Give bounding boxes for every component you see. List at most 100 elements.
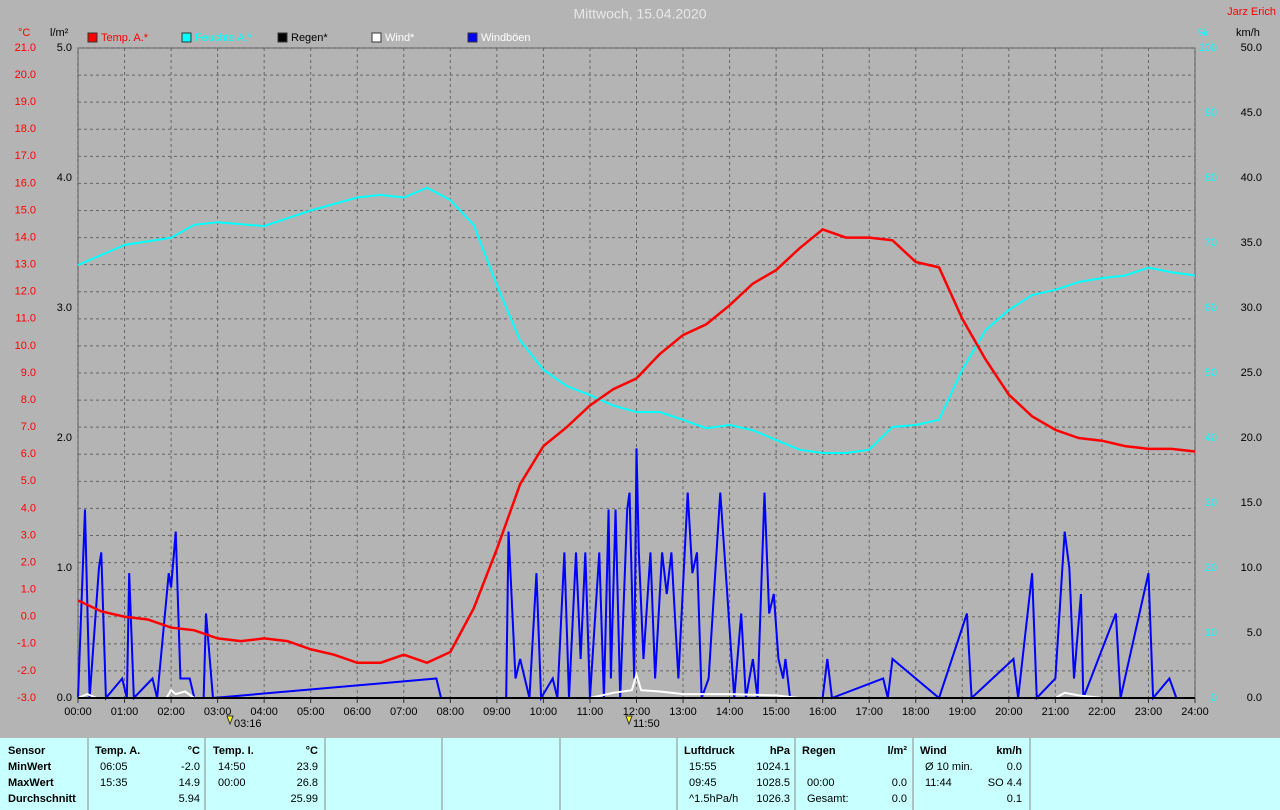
- row-label: Sensor: [8, 745, 46, 757]
- cell-value: 23.9: [297, 761, 318, 773]
- y-tick-label: 17.0: [15, 150, 36, 162]
- y-tick-label: 50: [1205, 367, 1217, 379]
- y-tick-label: 13.0: [15, 259, 36, 271]
- y-tick-label: 16.0: [15, 177, 36, 189]
- x-tick-label: 08:00: [437, 706, 465, 718]
- y-tick-label: 5.0: [1247, 627, 1262, 639]
- y-tick-label: 0.0: [57, 692, 72, 704]
- y-tick-label: 3.0: [57, 302, 72, 314]
- y-tick-label: 8.0: [21, 394, 36, 406]
- x-tick-label: 05:00: [297, 706, 325, 718]
- y-tick-label: 3.0: [21, 529, 36, 541]
- col-unit: l/m²: [887, 745, 907, 757]
- x-tick-label: 04:00: [250, 706, 278, 718]
- y-tick-label: 30: [1205, 497, 1217, 509]
- x-tick-label: 19:00: [949, 706, 977, 718]
- legend-label: Windböen: [481, 32, 531, 44]
- cell-time: 00:00: [807, 777, 835, 789]
- x-tick-label: 14:00: [716, 706, 744, 718]
- x-tick-label: 16:00: [809, 706, 837, 718]
- col-header: Temp. I.: [213, 745, 254, 757]
- y-tick-label: 10.0: [15, 340, 36, 352]
- y-tick-label: 5.0: [21, 475, 36, 487]
- y-tick-label: 0.0: [1247, 692, 1262, 704]
- x-tick-label: 11:00: [577, 706, 604, 718]
- y-tick-label: 80: [1205, 172, 1217, 184]
- axis-unit: km/h: [1236, 27, 1260, 39]
- x-tick-label: 20:00: [995, 706, 1023, 718]
- y-tick-label: 30.0: [1241, 302, 1262, 314]
- cell-time: 11:44: [925, 777, 952, 789]
- axis-unit: %: [1198, 27, 1208, 39]
- cell-value: 0.0: [1007, 761, 1022, 773]
- x-tick-label: 18:00: [902, 706, 930, 718]
- y-tick-label: 2.0: [21, 556, 36, 568]
- y-tick-label: 9.0: [21, 367, 36, 379]
- y-tick-label: -1.0: [17, 638, 36, 650]
- legend-swatch: [87, 32, 98, 43]
- legend-label: Wind*: [385, 32, 415, 44]
- x-tick-label: 06:00: [343, 706, 371, 718]
- y-tick-label: 40.0: [1241, 172, 1262, 184]
- legend-swatch: [277, 32, 288, 43]
- cell-value: 1028.5: [756, 777, 790, 789]
- table-bg: [0, 738, 1280, 810]
- y-tick-label: 6.0: [21, 448, 36, 460]
- y-tick-label: 90: [1205, 107, 1217, 119]
- annotation: 11:50: [633, 718, 660, 730]
- row-label: Durchschnitt: [8, 793, 76, 805]
- col-unit: km/h: [996, 745, 1022, 757]
- col-header: Wind: [920, 745, 947, 757]
- legend-swatch: [467, 32, 478, 43]
- y-tick-label: 19.0: [15, 96, 36, 108]
- cell-value: 25.99: [290, 793, 318, 805]
- y-tick-label: 25.0: [1241, 367, 1262, 379]
- x-tick-label: 10:00: [530, 706, 558, 718]
- y-tick-label: 60: [1205, 302, 1217, 314]
- legend-label: Temp. A.*: [101, 32, 149, 44]
- cell-value: 1026.3: [756, 793, 790, 805]
- cell-value: 1024.1: [756, 761, 790, 773]
- y-tick-label: -2.0: [17, 665, 36, 677]
- y-tick-label: 18.0: [15, 123, 36, 135]
- chart-title: Mittwoch, 15.04.2020: [573, 6, 706, 22]
- y-tick-label: 15.0: [1241, 497, 1262, 509]
- cell-value: -2.0: [181, 761, 200, 773]
- y-tick-label: 100: [1199, 42, 1217, 54]
- y-tick-label: 0: [1211, 692, 1217, 704]
- y-tick-label: 11.0: [15, 313, 36, 325]
- col-unit: °C: [188, 745, 200, 757]
- y-tick-label: 4.0: [21, 502, 36, 514]
- y-tick-label: 0.0: [21, 611, 36, 623]
- y-tick-label: 2.0: [57, 432, 72, 444]
- cell-value: 0.0: [892, 777, 907, 789]
- table-lines: [87, 738, 1031, 810]
- y-tick-label: 1.0: [57, 562, 72, 574]
- cell-time: ^1.5hPa/h: [689, 793, 738, 805]
- x-tick-label: 13:00: [669, 706, 697, 718]
- cell-value: SO 4.4: [988, 777, 1022, 789]
- y-tick-label: 15.0: [15, 204, 36, 216]
- cell-value: 0.1: [1007, 793, 1022, 805]
- y-tick-label: 20.0: [1241, 432, 1262, 444]
- cell-time: Gesamt:: [807, 793, 849, 805]
- cell-value: 14.9: [179, 777, 200, 789]
- cell-time: 15:55: [689, 761, 717, 773]
- y-tick-label: 12.0: [15, 286, 36, 298]
- cell-time: 14:50: [218, 761, 246, 773]
- cell-value: 0.0: [892, 793, 907, 805]
- x-tick-label: 03:00: [204, 706, 232, 718]
- y-tick-label: 1.0: [21, 584, 36, 596]
- cell-value: 26.8: [297, 777, 318, 789]
- cell-time: 06:05: [100, 761, 128, 773]
- cell-time: 09:45: [689, 777, 717, 789]
- series-line: [77, 186, 1196, 454]
- marker-icon: [226, 715, 234, 726]
- y-tick-label: 20: [1205, 562, 1217, 574]
- legend-swatch: [181, 32, 192, 43]
- x-tick-label: 12:00: [623, 706, 651, 718]
- x-tick-label: 15:00: [762, 706, 790, 718]
- col-unit: hPa: [770, 745, 791, 757]
- x-tick-label: 22:00: [1088, 706, 1116, 718]
